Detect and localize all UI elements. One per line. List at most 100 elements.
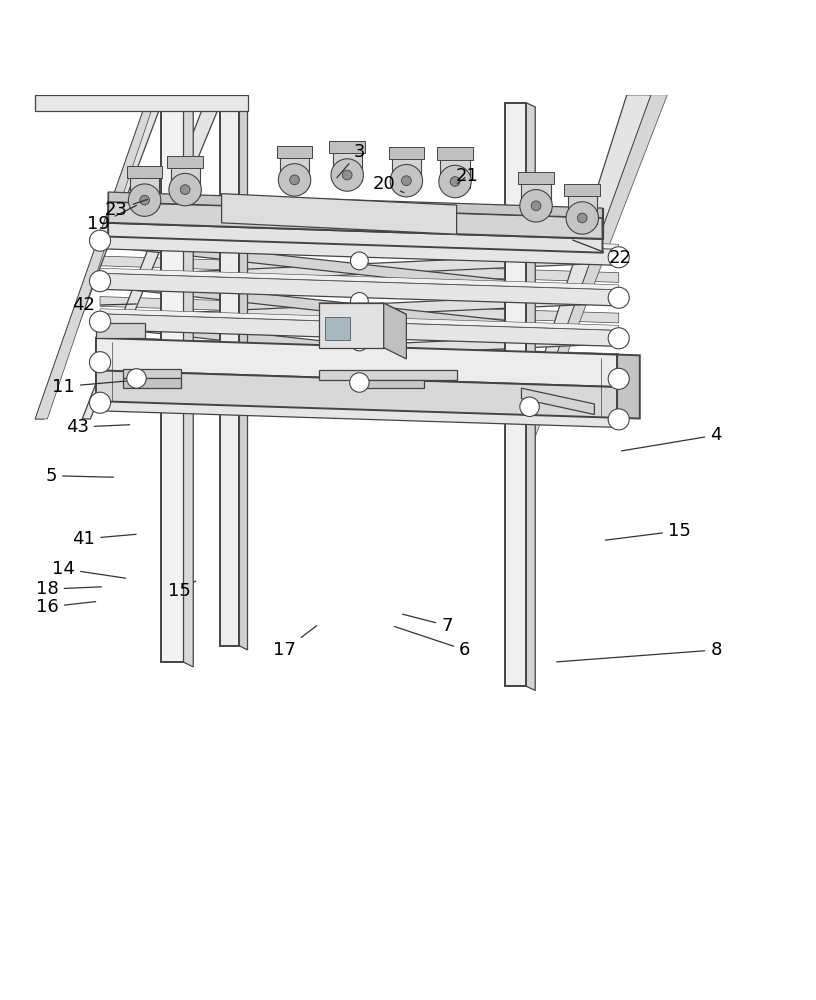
Text: 21: 21: [455, 167, 479, 185]
Polygon shape: [109, 223, 602, 253]
Text: 43: 43: [66, 418, 130, 436]
Circle shape: [608, 368, 629, 389]
Polygon shape: [171, 165, 200, 196]
Polygon shape: [100, 233, 619, 265]
Circle shape: [608, 409, 629, 430]
Text: 14: 14: [52, 560, 126, 578]
Text: 4: 4: [622, 426, 721, 451]
Polygon shape: [35, 95, 165, 419]
Polygon shape: [100, 252, 619, 286]
Text: 8: 8: [557, 641, 721, 662]
Circle shape: [390, 164, 423, 197]
Circle shape: [90, 311, 110, 332]
Text: 17: 17: [273, 626, 317, 659]
Circle shape: [180, 185, 190, 194]
Polygon shape: [388, 147, 424, 159]
Polygon shape: [513, 95, 651, 451]
Circle shape: [331, 159, 363, 191]
Polygon shape: [319, 303, 406, 314]
Polygon shape: [96, 338, 617, 387]
Text: 19: 19: [87, 205, 136, 233]
Polygon shape: [280, 156, 309, 186]
Polygon shape: [100, 316, 619, 384]
Polygon shape: [526, 103, 535, 690]
Polygon shape: [100, 395, 619, 427]
Circle shape: [608, 247, 629, 268]
Polygon shape: [35, 95, 157, 419]
Polygon shape: [82, 95, 224, 419]
Polygon shape: [100, 390, 619, 411]
Circle shape: [439, 165, 471, 198]
Circle shape: [90, 392, 110, 413]
Polygon shape: [109, 202, 602, 239]
Polygon shape: [330, 141, 365, 153]
Circle shape: [578, 213, 587, 223]
Polygon shape: [100, 293, 619, 327]
Polygon shape: [100, 337, 619, 363]
Circle shape: [126, 369, 146, 388]
Circle shape: [90, 230, 110, 251]
Polygon shape: [326, 317, 349, 340]
Polygon shape: [100, 314, 619, 346]
Text: 5: 5: [46, 467, 113, 485]
Polygon shape: [100, 276, 619, 344]
Polygon shape: [100, 333, 619, 367]
Polygon shape: [100, 309, 619, 330]
Polygon shape: [437, 147, 472, 160]
Polygon shape: [96, 370, 617, 418]
Text: 20: 20: [372, 175, 404, 193]
Polygon shape: [222, 194, 457, 234]
Circle shape: [343, 170, 352, 180]
Polygon shape: [122, 369, 181, 378]
Circle shape: [350, 333, 368, 351]
Polygon shape: [122, 378, 181, 388]
Text: 6: 6: [394, 626, 470, 659]
Circle shape: [520, 190, 552, 222]
Polygon shape: [126, 166, 162, 178]
Circle shape: [90, 352, 110, 373]
Polygon shape: [319, 370, 457, 380]
Text: 42: 42: [73, 296, 136, 314]
Circle shape: [608, 328, 629, 349]
Text: 18: 18: [36, 580, 101, 598]
Polygon shape: [109, 192, 602, 218]
Circle shape: [128, 184, 161, 216]
Circle shape: [90, 271, 110, 292]
Text: 11: 11: [52, 378, 126, 396]
Polygon shape: [319, 303, 384, 348]
Circle shape: [140, 195, 149, 205]
Polygon shape: [239, 95, 247, 650]
Polygon shape: [100, 268, 619, 290]
Polygon shape: [100, 354, 619, 387]
Polygon shape: [100, 378, 619, 404]
Text: 15: 15: [168, 581, 196, 600]
Circle shape: [450, 177, 460, 186]
Text: 22: 22: [573, 240, 632, 267]
Polygon shape: [392, 156, 421, 187]
Polygon shape: [505, 103, 526, 686]
Polygon shape: [100, 349, 619, 371]
Polygon shape: [521, 388, 594, 415]
Polygon shape: [100, 256, 619, 282]
Text: 16: 16: [36, 598, 95, 616]
Text: 41: 41: [73, 530, 136, 548]
Polygon shape: [130, 176, 159, 207]
Polygon shape: [35, 95, 247, 111]
Polygon shape: [184, 95, 193, 667]
Circle shape: [566, 202, 598, 234]
Polygon shape: [351, 380, 424, 388]
Polygon shape: [100, 273, 619, 306]
Text: 23: 23: [104, 199, 148, 219]
Circle shape: [350, 293, 368, 310]
Circle shape: [608, 287, 629, 308]
Text: 15: 15: [605, 522, 691, 540]
Polygon shape: [617, 355, 640, 419]
Polygon shape: [167, 156, 203, 168]
Polygon shape: [100, 357, 619, 425]
Polygon shape: [333, 151, 361, 181]
Circle shape: [350, 252, 368, 270]
Text: 3: 3: [337, 143, 365, 178]
Polygon shape: [100, 235, 619, 303]
Circle shape: [278, 164, 311, 196]
Polygon shape: [441, 157, 469, 188]
